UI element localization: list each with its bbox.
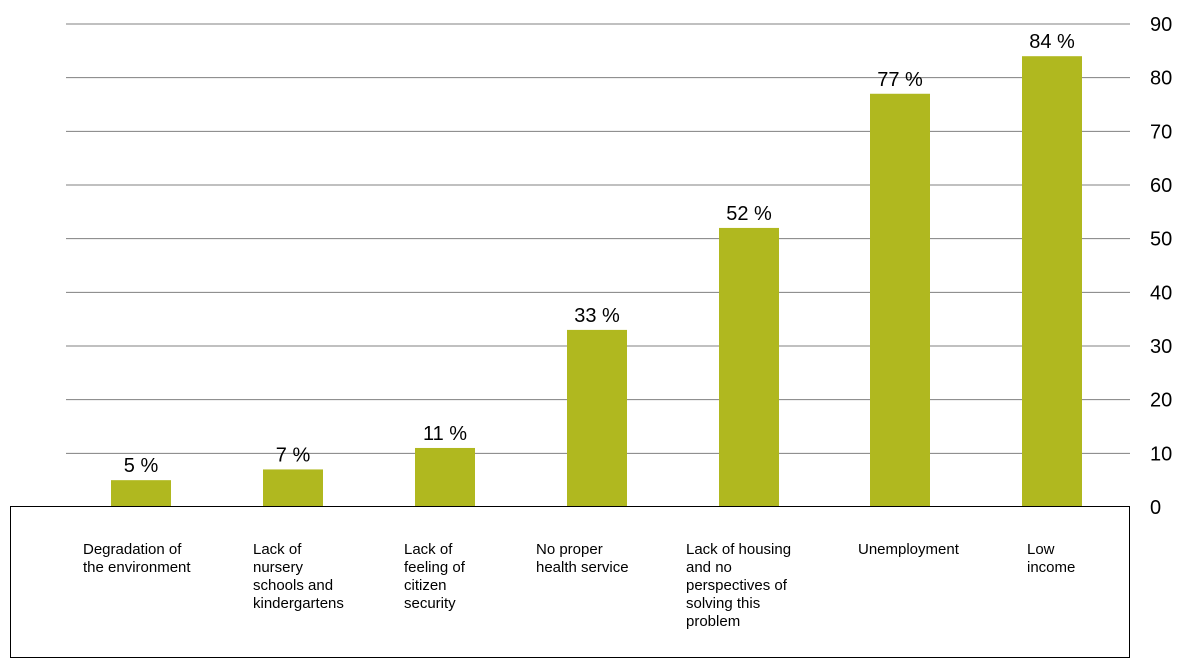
data-label: 33 %	[574, 305, 620, 327]
category-label: Unemployment	[858, 541, 959, 558]
y-tick-label: 50	[1150, 229, 1172, 251]
data-label: 77 %	[877, 69, 923, 91]
y-tick-label: 10	[1150, 443, 1172, 465]
data-label: 7 %	[276, 444, 311, 466]
y-tick-label: 70	[1150, 121, 1172, 143]
data-label: 84 %	[1029, 31, 1075, 53]
bar	[415, 447, 475, 507]
data-label: 5 %	[124, 455, 159, 477]
y-tick-label: 90	[1150, 14, 1172, 36]
y-tick-label: 40	[1150, 282, 1172, 304]
y-tick-label: 0	[1150, 497, 1161, 519]
data-label: 11 %	[423, 423, 467, 445]
bar	[263, 469, 323, 507]
y-tick-label: 20	[1150, 390, 1172, 412]
y-tick-label: 30	[1150, 336, 1172, 358]
category-label: Lack of feeling of citizen security	[404, 541, 465, 612]
bar	[1022, 56, 1082, 507]
bar	[567, 329, 627, 507]
category-label: Degradation of the environment	[83, 541, 191, 576]
bar	[111, 480, 171, 507]
y-tick-label: 80	[1150, 68, 1172, 90]
y-tick-label: 60	[1150, 175, 1172, 197]
category-label: Lack of nursery schools and kindergarten…	[253, 541, 344, 612]
bar	[870, 93, 930, 508]
category-label: Low income	[1027, 541, 1076, 576]
category-label: Lack of housing and no perspectives of s…	[686, 541, 792, 630]
category-label: No proper health service	[536, 541, 629, 576]
data-label: 52 %	[726, 203, 772, 225]
category-label-box	[10, 506, 1130, 658]
bar	[719, 227, 779, 507]
